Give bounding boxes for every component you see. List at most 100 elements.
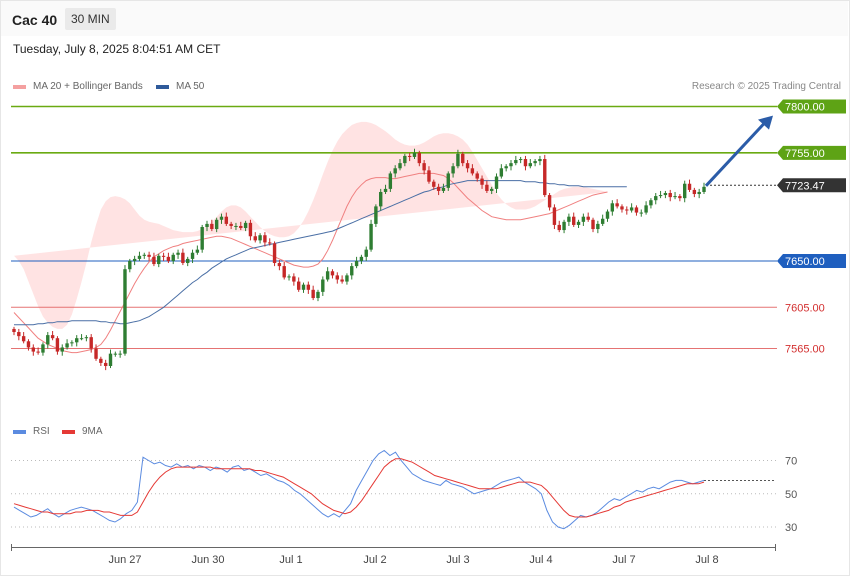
- price-tag-bg: [777, 178, 846, 193]
- candle: [205, 220, 209, 232]
- arrow-shaft: [704, 122, 766, 187]
- candle: [369, 219, 373, 252]
- candle: [214, 217, 219, 233]
- candle: [441, 183, 446, 194]
- candle-body: [441, 187, 446, 191]
- candle-body: [427, 170, 431, 182]
- candle: [200, 224, 204, 253]
- candle-body: [538, 159, 542, 162]
- candle: [504, 164, 508, 172]
- candle-body: [518, 159, 523, 161]
- candle-body: [41, 344, 45, 353]
- candle-body: [514, 160, 518, 164]
- candle: [673, 191, 677, 200]
- x-axis: Jun 27 Jun 30 Jul 1 Jul 2 Jul 3 Jul 4 Jul 7 Jul…: [11, 544, 776, 566]
- chart-header: Cac 40 30 MIN: [1, 1, 848, 36]
- candle-body: [325, 271, 330, 280]
- candle: [84, 335, 89, 342]
- candle: [60, 344, 64, 356]
- level-tag-bg: [777, 253, 846, 268]
- candle-body: [243, 222, 248, 229]
- candle-body: [195, 249, 200, 253]
- price-tag-current: 7723.47: [777, 178, 846, 193]
- candle-body: [234, 225, 238, 227]
- candle: [89, 334, 93, 353]
- legend-ma50-label: MA 50: [176, 81, 205, 92]
- candle: [118, 350, 122, 358]
- candle-body: [465, 163, 470, 169]
- candle-body: [644, 205, 648, 213]
- candle-body: [17, 332, 21, 337]
- candle-body: [620, 206, 624, 210]
- candle: [658, 190, 663, 199]
- candle: [538, 155, 542, 166]
- candle-body: [79, 338, 84, 340]
- candle: [79, 334, 84, 341]
- candle-body: [523, 159, 528, 167]
- candle: [465, 160, 470, 173]
- candle-body: [364, 249, 368, 257]
- candle-body: [60, 347, 64, 352]
- candle: [354, 256, 359, 269]
- x-tick-label: Jul 1: [279, 554, 302, 566]
- candle-body: [272, 243, 277, 264]
- candle-body: [412, 152, 417, 157]
- candle: [166, 252, 171, 264]
- candle-body: [239, 225, 243, 229]
- candle-body: [350, 266, 354, 276]
- x-tick-label: Jul 3: [446, 554, 469, 566]
- candle-body: [200, 226, 204, 250]
- level-tag-bg: [777, 99, 846, 114]
- candle: [461, 151, 465, 167]
- candle-body: [586, 216, 590, 220]
- candle-body: [591, 219, 595, 230]
- candle: [576, 219, 581, 229]
- candle: [287, 274, 291, 281]
- candle-body: [702, 186, 706, 192]
- candle: [70, 340, 74, 347]
- candle: [644, 201, 648, 215]
- x-tick-label: Jul 4: [529, 554, 552, 566]
- candle-body: [697, 191, 701, 195]
- candle: [239, 221, 243, 231]
- rsi-line: [13, 449, 705, 530]
- level-tag-7605.00: 7605.00: [785, 302, 825, 314]
- candle: [586, 212, 590, 222]
- candle: [567, 213, 571, 226]
- candle-body: [600, 218, 605, 224]
- price-tag-label: 7723.47: [785, 180, 825, 192]
- candle-body: [625, 209, 629, 211]
- candle: [17, 328, 21, 341]
- level-label: 7605.00: [785, 302, 825, 314]
- candle-body: [31, 347, 36, 352]
- x-tick-label: Jun 27: [108, 554, 141, 566]
- candle-body: [268, 242, 272, 244]
- rsi-tick-label: 30: [785, 522, 797, 534]
- candle: [229, 221, 233, 230]
- candle-body: [75, 338, 79, 343]
- candle: [687, 179, 692, 192]
- candle-body: [649, 200, 653, 206]
- candle-body: [552, 207, 557, 225]
- candle: [543, 154, 547, 198]
- level-tag-label: 7755.00: [785, 148, 825, 160]
- candle-body: [345, 275, 349, 282]
- candle: [446, 171, 450, 191]
- candle: [692, 187, 697, 198]
- candle-body: [181, 252, 185, 264]
- x-tick-label: Jul 7: [612, 554, 635, 566]
- candle: [668, 189, 672, 202]
- candle: [581, 213, 586, 226]
- candle-body: [94, 348, 98, 359]
- candle: [456, 149, 460, 169]
- candle-body: [147, 254, 151, 257]
- candle-body: [369, 223, 373, 250]
- candle-body: [446, 173, 450, 188]
- candle-body: [668, 193, 672, 198]
- candle: [272, 241, 277, 267]
- candle: [301, 282, 306, 293]
- interval-button[interactable]: 30 MIN: [65, 8, 116, 30]
- rsi-swatch: [13, 429, 26, 434]
- candle: [157, 253, 161, 268]
